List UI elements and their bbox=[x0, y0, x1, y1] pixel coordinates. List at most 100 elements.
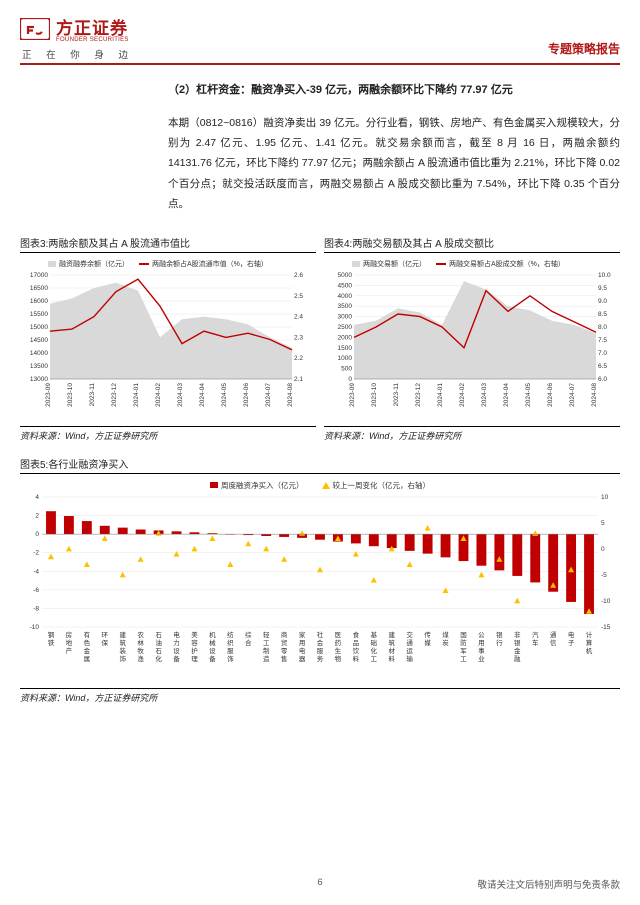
svg-text:7.5: 7.5 bbox=[598, 337, 607, 344]
logo-block: 方正证券 FOUNDER SECURITIES 正 在 你 身 边 bbox=[20, 14, 134, 61]
line-swatch bbox=[139, 263, 149, 265]
svg-text:家: 家 bbox=[299, 630, 306, 639]
area-swatch bbox=[48, 261, 56, 267]
svg-text:电: 电 bbox=[299, 646, 306, 655]
svg-text:设: 设 bbox=[173, 646, 180, 655]
svg-text:4000: 4000 bbox=[338, 293, 353, 300]
svg-text:料: 料 bbox=[388, 654, 395, 663]
svg-text:6.0: 6.0 bbox=[598, 376, 607, 383]
svg-text:2024-08: 2024-08 bbox=[287, 382, 294, 406]
svg-text:钢: 钢 bbox=[48, 631, 55, 639]
svg-text:4: 4 bbox=[35, 494, 39, 501]
svg-text:2500: 2500 bbox=[338, 324, 353, 331]
chart4-canvas: 0500100015002000250030003500400045005000… bbox=[324, 271, 620, 421]
svg-text:基: 基 bbox=[371, 630, 378, 639]
svg-text:8.5: 8.5 bbox=[598, 311, 607, 318]
svg-text:化: 化 bbox=[155, 654, 162, 663]
svg-text:0: 0 bbox=[348, 376, 352, 383]
section-title: （2）杠杆资金：融资净买入-39 亿元，两融余额环比下降约 77.97 亿元 bbox=[168, 81, 640, 97]
svg-text:有: 有 bbox=[84, 630, 91, 639]
svg-text:2023-11: 2023-11 bbox=[393, 382, 400, 406]
svg-text:保: 保 bbox=[102, 638, 109, 647]
logo-icon bbox=[20, 18, 50, 40]
chart5-canvas: -10-8-6-4-2024-15-10-50510钢铁房地产有色金属环保建筑装… bbox=[20, 493, 620, 683]
svg-text:2024-06: 2024-06 bbox=[547, 382, 554, 406]
chart3-canvas: 1300013500140001450015000155001600016500… bbox=[20, 271, 316, 421]
svg-text:16500: 16500 bbox=[30, 285, 48, 292]
svg-text:算: 算 bbox=[586, 638, 593, 647]
chart3-legend: 融资融券余额（亿元） 两融余额占A股流通市值（%，右轴） bbox=[20, 257, 316, 271]
svg-text:15000: 15000 bbox=[30, 324, 48, 331]
svg-text:铁: 铁 bbox=[48, 638, 55, 647]
svg-text:融: 融 bbox=[514, 654, 521, 663]
svg-text:设: 设 bbox=[209, 646, 216, 655]
svg-text:2.1: 2.1 bbox=[294, 376, 303, 383]
svg-text:2000: 2000 bbox=[338, 334, 353, 341]
triangle-swatch bbox=[322, 482, 330, 489]
svg-text:础: 础 bbox=[371, 638, 378, 647]
svg-text:2023-10: 2023-10 bbox=[371, 382, 378, 406]
svg-text:房: 房 bbox=[66, 630, 73, 639]
charts-row-34: 图表3:两融余额及其占 A 股流通市值比 融资融券余额（亿元） 两融余额占A股流… bbox=[20, 235, 620, 442]
svg-text:2023-09: 2023-09 bbox=[349, 382, 356, 406]
svg-text:-5: -5 bbox=[601, 572, 607, 579]
chart3-source: 资料来源：Wind，方正证券研究所 bbox=[20, 426, 316, 442]
svg-text:服: 服 bbox=[227, 647, 234, 655]
svg-text:渔: 渔 bbox=[137, 654, 144, 663]
svg-text:护: 护 bbox=[191, 646, 198, 655]
svg-text:油: 油 bbox=[155, 638, 162, 647]
svg-text:-8: -8 bbox=[33, 605, 39, 612]
svg-text:2024-01: 2024-01 bbox=[133, 382, 140, 406]
svg-text:5000: 5000 bbox=[338, 272, 353, 279]
svg-text:2024-04: 2024-04 bbox=[199, 382, 206, 406]
chart5-block: 图表5:各行业融资净买入 周度融资净买入（亿元） 较上一周变化（亿元，右轴） -… bbox=[20, 456, 620, 704]
svg-text:2024-03: 2024-03 bbox=[481, 382, 488, 406]
svg-text:0: 0 bbox=[35, 531, 39, 538]
svg-text:医: 医 bbox=[335, 631, 342, 639]
svg-text:备: 备 bbox=[209, 654, 216, 663]
svg-text:用: 用 bbox=[299, 639, 306, 647]
svg-text:工: 工 bbox=[263, 640, 270, 647]
svg-text:容: 容 bbox=[191, 638, 198, 647]
svg-text:2.4: 2.4 bbox=[294, 313, 303, 320]
svg-text:金: 金 bbox=[514, 646, 521, 655]
svg-text:环: 环 bbox=[102, 631, 109, 639]
svg-text:10.0: 10.0 bbox=[598, 272, 611, 279]
svg-text:业: 业 bbox=[478, 654, 485, 663]
svg-text:银: 银 bbox=[514, 638, 521, 647]
svg-text:2023-11: 2023-11 bbox=[89, 382, 96, 406]
svg-text:电: 电 bbox=[173, 630, 180, 639]
svg-text:械: 械 bbox=[209, 638, 216, 647]
svg-text:3500: 3500 bbox=[338, 303, 353, 310]
svg-text:金: 金 bbox=[84, 646, 91, 655]
svg-text:电: 电 bbox=[568, 630, 575, 639]
page-number: 6 bbox=[317, 877, 322, 888]
logo-text-en: FOUNDER SECURITIES bbox=[56, 37, 129, 43]
svg-text:2.3: 2.3 bbox=[294, 334, 303, 341]
svg-text:建: 建 bbox=[119, 630, 126, 639]
svg-text:机: 机 bbox=[586, 646, 593, 655]
svg-text:产: 产 bbox=[66, 646, 73, 655]
svg-text:1500: 1500 bbox=[338, 345, 353, 352]
svg-text:色: 色 bbox=[84, 638, 91, 647]
svg-text:500: 500 bbox=[341, 365, 352, 372]
svg-text:-2: -2 bbox=[33, 550, 39, 557]
svg-text:备: 备 bbox=[173, 654, 180, 663]
svg-text:纺: 纺 bbox=[227, 630, 234, 639]
svg-text:-10: -10 bbox=[601, 598, 611, 605]
svg-text:13000: 13000 bbox=[30, 376, 48, 383]
svg-text:用: 用 bbox=[478, 639, 485, 647]
svg-text:售: 售 bbox=[281, 654, 288, 663]
svg-text:合: 合 bbox=[245, 638, 252, 647]
svg-text:子: 子 bbox=[568, 639, 575, 647]
svg-text:筑: 筑 bbox=[119, 638, 126, 647]
svg-text:输: 输 bbox=[406, 654, 413, 663]
svg-text:化: 化 bbox=[371, 646, 378, 655]
chart3-block: 图表3:两融余额及其占 A 股流通市值比 融资融券余额（亿元） 两融余额占A股流… bbox=[20, 235, 316, 442]
header-divider bbox=[20, 63, 620, 65]
chart4-source: 资料来源：Wind，方正证券研究所 bbox=[324, 426, 620, 442]
svg-text:会: 会 bbox=[317, 638, 324, 647]
report-type: 专题策略报告 bbox=[548, 40, 620, 57]
svg-text:信: 信 bbox=[550, 638, 557, 647]
svg-text:工: 工 bbox=[371, 656, 378, 663]
